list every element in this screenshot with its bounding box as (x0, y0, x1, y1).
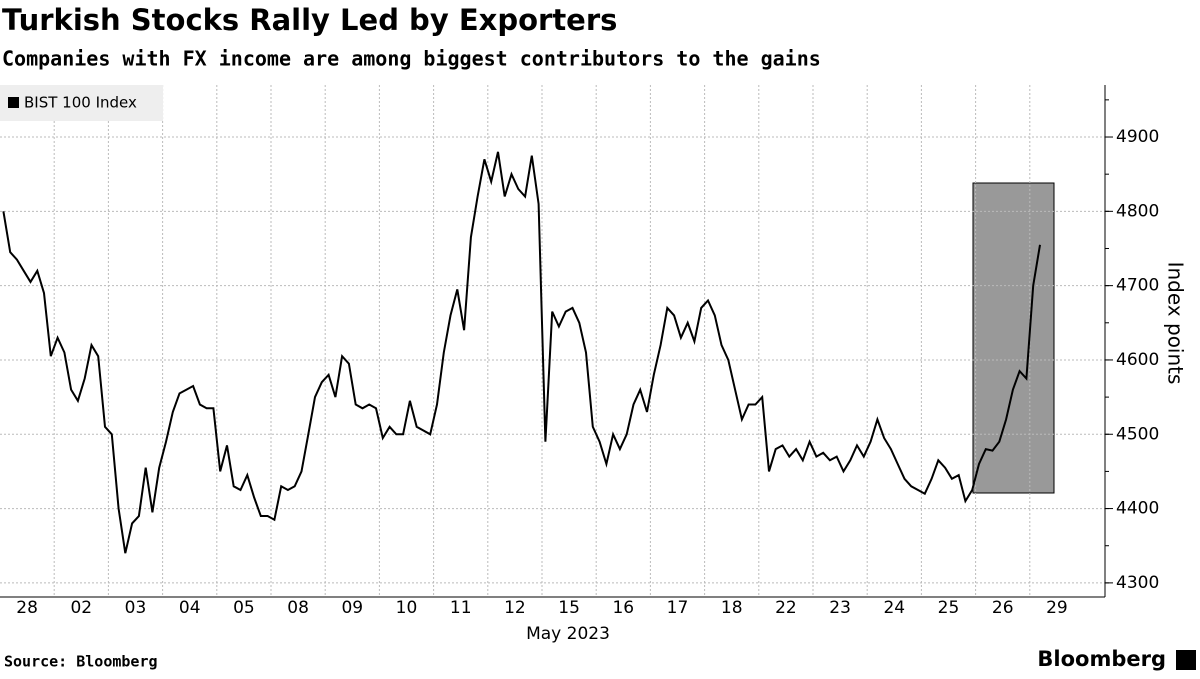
x-tick-label: 22 (775, 598, 797, 618)
x-tick-label: 04 (179, 598, 201, 618)
x-tick-label: 15 (558, 598, 580, 618)
y-tick-label: 4900 (1116, 127, 1159, 147)
x-tick-label: 02 (70, 598, 92, 618)
y-tick-label: 4400 (1116, 499, 1159, 519)
x-tick-label: 28 (16, 598, 38, 618)
highlight-box (972, 182, 1055, 494)
x-tick-label: 03 (125, 598, 147, 618)
brand: Bloomberg (1037, 647, 1166, 671)
x-tick-label: 17 (667, 598, 689, 618)
legend-box (0, 85, 163, 121)
chart-title: Turkish Stocks Rally Led by Exporters (2, 3, 617, 37)
y-axis-label: Index points (1164, 262, 1188, 385)
x-tick-label: 24 (883, 598, 905, 618)
x-tick-label: 26 (992, 598, 1014, 618)
x-tick-label: 05 (233, 598, 255, 618)
legend-label: BIST 100 Index (24, 94, 137, 112)
y-tick-label: 4800 (1116, 201, 1159, 221)
y-tick-label: 4300 (1116, 573, 1159, 593)
y-tick-label: 4500 (1116, 424, 1159, 444)
x-tick-label: 09 (341, 598, 363, 618)
x-tick-label: 12 (504, 598, 526, 618)
x-tick-label: 23 (829, 598, 851, 618)
source: Source: Bloomberg (4, 653, 158, 671)
x-tick-label: 10 (396, 598, 418, 618)
x-tick-label: 18 (721, 598, 743, 618)
brand-icon (1176, 650, 1196, 670)
chart-subtitle: Companies with FX income are among bigge… (2, 47, 821, 71)
line-series (2, 151, 1041, 554)
x-tick-label: 11 (450, 598, 472, 618)
x-tick-label: 08 (287, 598, 309, 618)
x-tick-label: 29 (1046, 598, 1068, 618)
x-tick-label: 16 (612, 598, 634, 618)
y-tick-label: 4600 (1116, 350, 1159, 370)
x-tick-label: 25 (938, 598, 960, 618)
y-tick-label: 4700 (1116, 276, 1159, 296)
x-axis-label: May 2023 (526, 624, 610, 644)
legend-swatch (8, 97, 19, 108)
